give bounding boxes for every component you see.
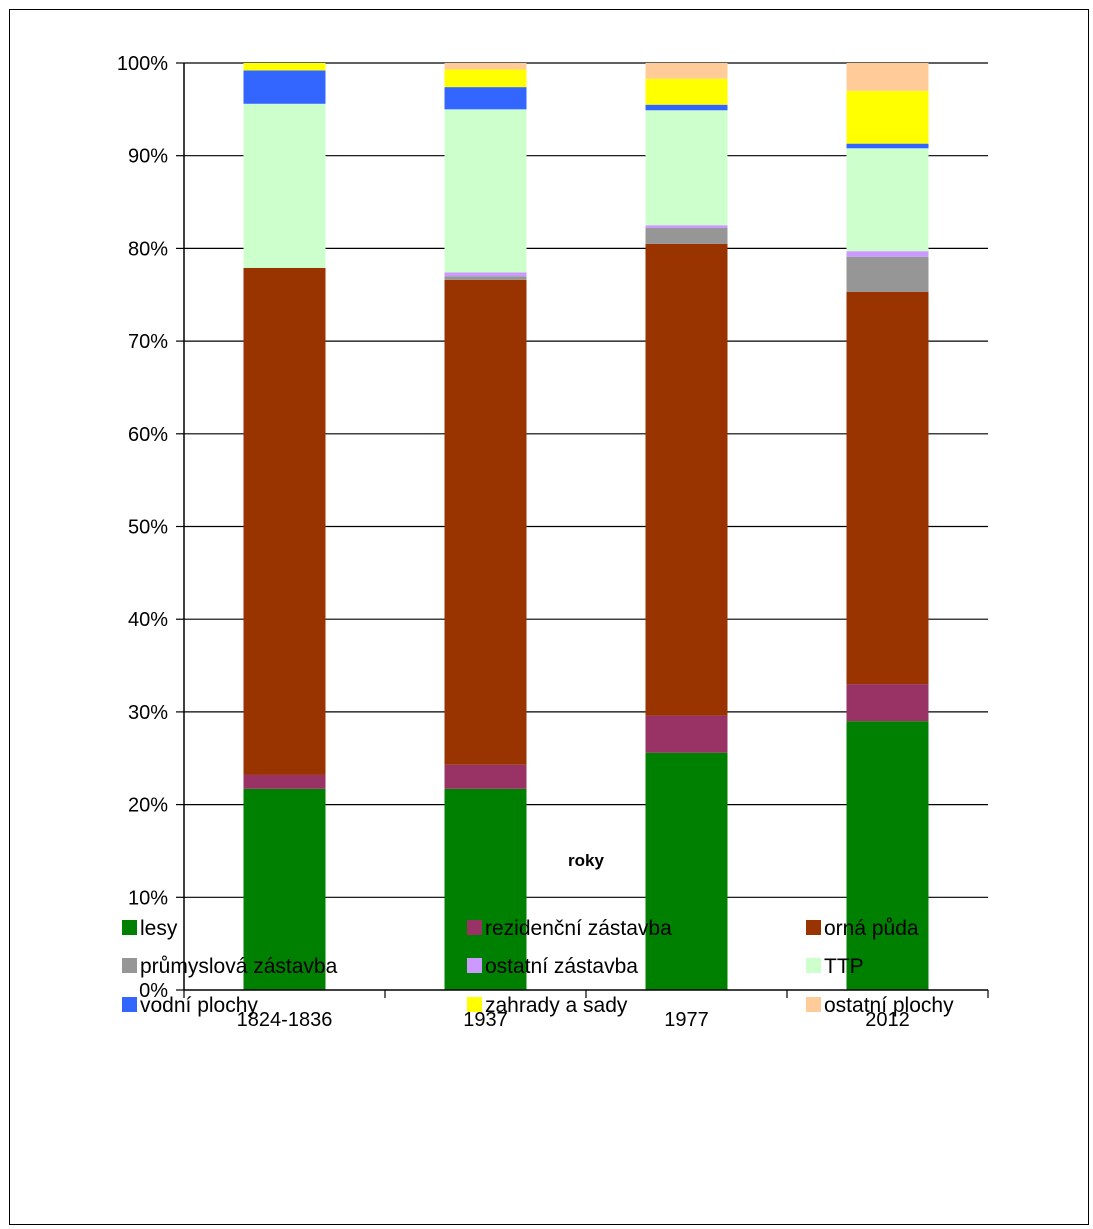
bar-segment	[846, 251, 929, 257]
bar-segment	[645, 752, 728, 990]
legend: lesy rezidenční zástavba orná půda průmyslo…	[122, 917, 954, 1017]
legend-label: TTP	[824, 955, 864, 978]
bar-segment	[645, 228, 728, 244]
bar-segment	[444, 87, 527, 110]
bar-segment	[444, 272, 527, 277]
legend-label: zahrady a sady	[485, 994, 628, 1017]
legend-label: průmyslová zástavba	[140, 955, 338, 978]
bar-segment	[645, 104, 728, 111]
bar-segment	[243, 267, 326, 775]
legend-swatch	[806, 997, 821, 1012]
y-tick-label: 90%	[128, 146, 168, 168]
x-tick-label: 1937	[463, 1009, 508, 1031]
bars	[243, 63, 929, 990]
bar-segment	[243, 774, 326, 789]
bar-segment	[846, 63, 929, 91]
bar-segment	[846, 721, 929, 990]
y-tick-label: 30%	[128, 702, 168, 724]
bar-segment	[243, 70, 326, 104]
legend-label: rezidenční zástavba	[485, 917, 672, 940]
bar-segment	[846, 148, 929, 252]
legend-swatch	[467, 958, 482, 973]
bar-segment	[243, 63, 326, 71]
bar-segment	[444, 109, 527, 273]
bar-segment	[846, 256, 929, 292]
bar-segment	[444, 764, 527, 789]
legend-swatch	[806, 920, 821, 935]
y-tick-label: 10%	[128, 887, 168, 909]
bar-segment	[444, 63, 527, 70]
x-axis-title: roky	[568, 851, 604, 870]
bar-segment	[846, 143, 929, 149]
x-tick-label: 1824-1836	[237, 1009, 333, 1031]
legend-swatch	[122, 920, 137, 935]
bar-segment	[645, 63, 728, 79]
legend-label: orná půda	[824, 917, 919, 940]
y-tick-label: 70%	[128, 331, 168, 353]
y-tick-label: 40%	[128, 609, 168, 631]
bar-segment	[645, 715, 728, 753]
bar-segment	[645, 243, 728, 716]
bar-segment	[645, 110, 728, 226]
y-tick-label: 60%	[128, 424, 168, 446]
bar-segment	[846, 291, 929, 685]
bar-segment	[444, 279, 527, 765]
legend-swatch	[806, 958, 821, 973]
x-tick-label: 1977	[664, 1009, 709, 1031]
y-tick-label: 50%	[128, 517, 168, 539]
bar-segment	[645, 78, 728, 105]
x-tick-label: 2012	[865, 1009, 910, 1031]
bar-segment	[243, 103, 326, 268]
bar-segment	[645, 225, 728, 229]
legend-swatch	[122, 958, 137, 973]
legend-label: ostatní zástavba	[485, 955, 638, 978]
legend-label: vodní plochy	[140, 994, 258, 1017]
legend-swatch	[122, 997, 137, 1012]
bar-segment	[243, 788, 326, 990]
y-tick-label: 100%	[117, 53, 168, 75]
y-tick-label: 20%	[128, 795, 168, 817]
bar-segment	[846, 684, 929, 722]
bar-segment	[444, 69, 527, 88]
axes: 0% 10% 20% 30% 40% 50% 60% 70% 80% 90% 100% 1824-18…	[117, 53, 989, 1031]
bar-segment	[444, 276, 527, 280]
legend-swatch	[467, 997, 482, 1012]
bar-segment	[444, 788, 527, 990]
legend-label: ostatní plochy	[824, 994, 954, 1017]
legend-label: lesy	[140, 917, 178, 940]
y-tick-label: 80%	[128, 238, 168, 260]
y-tick-label: 0%	[139, 980, 168, 1002]
legend-swatch	[467, 920, 482, 935]
bar-segment	[846, 90, 929, 144]
